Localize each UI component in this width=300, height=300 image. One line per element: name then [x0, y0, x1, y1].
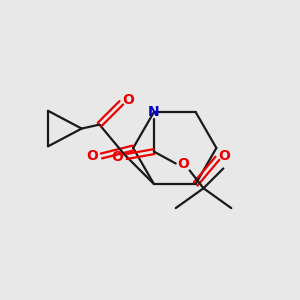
Text: O: O: [218, 149, 230, 163]
Text: O: O: [178, 157, 190, 170]
Text: N: N: [148, 105, 160, 119]
Text: O: O: [122, 93, 134, 107]
Text: O: O: [87, 149, 98, 163]
Text: O: O: [111, 150, 123, 164]
